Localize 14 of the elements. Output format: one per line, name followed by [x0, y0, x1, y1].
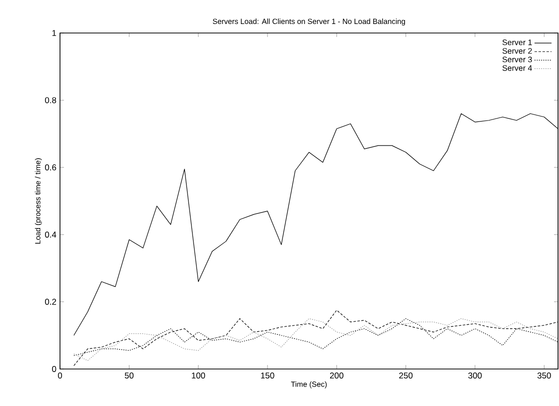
x-tick-label: 200: [330, 372, 344, 379]
y-tick-label: 0.6: [45, 164, 56, 170]
y-tick-label: 1: [52, 30, 56, 36]
y-tick-label: 0.2: [45, 298, 56, 305]
x-tick-label: 350: [537, 372, 551, 379]
y-tick-label: 0.8: [45, 97, 56, 104]
x-tick-label: 150: [261, 372, 274, 379]
x-tick-label: 0: [58, 372, 62, 379]
x-tick-label: 250: [399, 372, 413, 379]
x-tick-label: 100: [192, 372, 206, 379]
x-tick-label: 50: [124, 372, 134, 379]
y-tick-label: 0: [52, 366, 56, 372]
y-tick-label: 0.4: [45, 232, 56, 238]
x-tick-label: 300: [468, 372, 482, 379]
